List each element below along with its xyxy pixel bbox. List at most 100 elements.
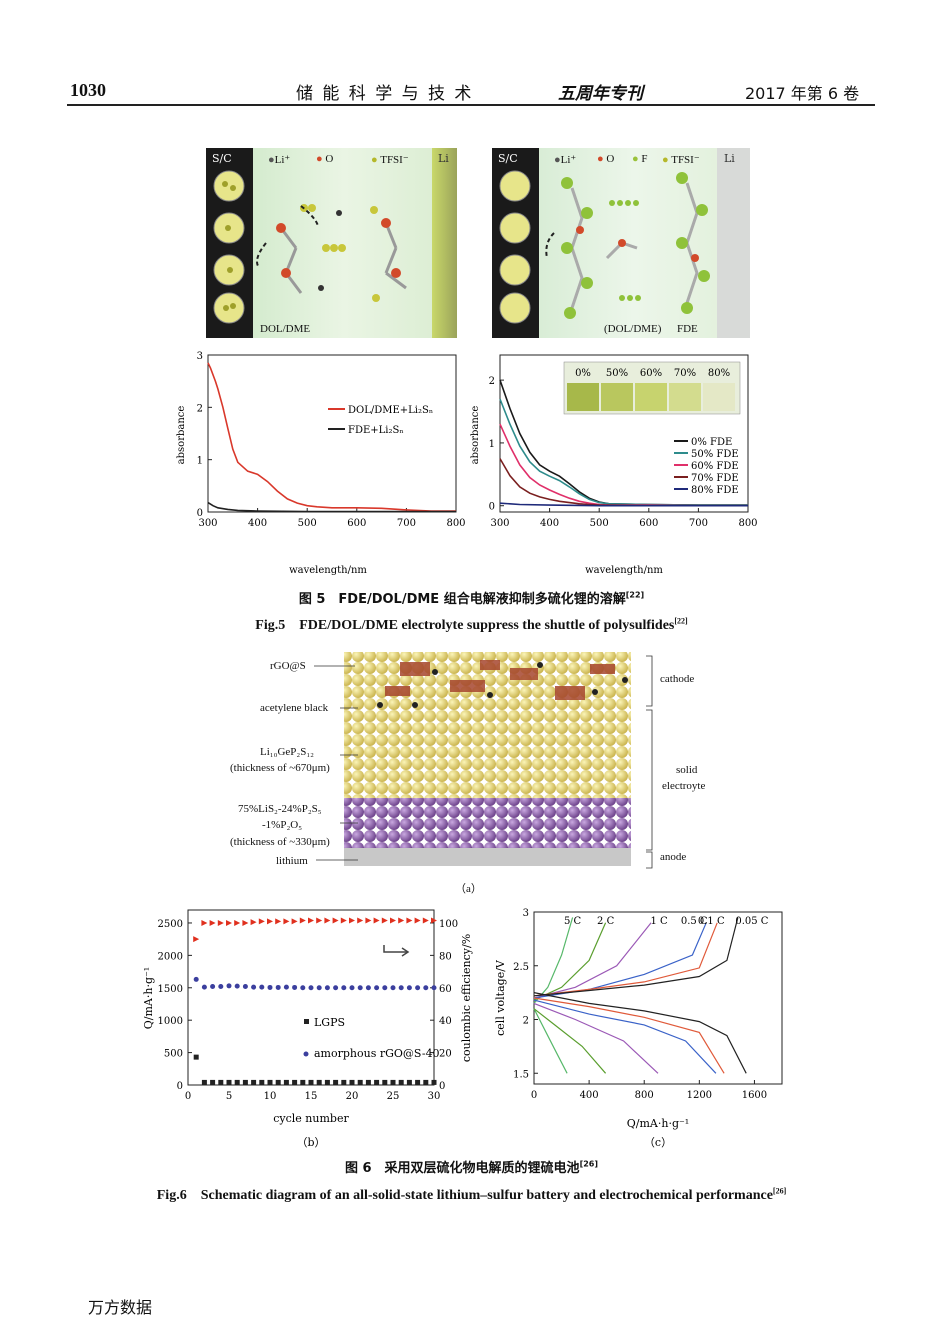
x-tick-label: 20 (346, 1091, 359, 1102)
data-point-lgps (316, 1079, 322, 1085)
fig6b-chart: 0 5 10 15 20 25 300500100015002000250002040608… (142, 909, 473, 1149)
y-tick-label: 3 (197, 351, 203, 362)
data-point-efficiency (258, 918, 265, 925)
data-point-rgo (201, 984, 207, 990)
y-tick-label: 2 (489, 376, 495, 387)
legend-tfsi: ● TFSI⁻ (371, 154, 409, 166)
y-tick-label: 2000 (158, 951, 183, 962)
data-point-efficiency (431, 917, 437, 924)
legend-oxygen: ● O (316, 153, 334, 165)
data-point-efficiency (291, 918, 298, 925)
discharge-curve-0 (533, 1008, 568, 1074)
vial-label: 60% (640, 368, 662, 379)
y-tick-label: 1 (489, 439, 495, 450)
data-point-lgps (423, 1079, 429, 1085)
x-axis-label: wavelength/nm (289, 565, 367, 576)
data-point-rgo (423, 985, 429, 991)
fig6a-battery-schematic (340, 650, 635, 870)
li-electrode-label: Li (438, 152, 449, 165)
discharge-curve-4 (533, 997, 725, 1074)
data-point-efficiency (193, 936, 200, 943)
series-line-1 (499, 398, 748, 506)
vial-photo: 0% 50% 60% 70% 80% (563, 361, 741, 415)
y-tick-label: 1500 (158, 984, 183, 995)
vial-label: 70% (674, 368, 696, 379)
y-axis-label: Q/mA·h·g⁻¹ (142, 967, 155, 1029)
data-point-rgo (193, 976, 199, 982)
x-tick-label: 5 (226, 1091, 232, 1102)
fig5-left-chart: 300 400 500 600 700 800 0 1 2 3 DOL/DME+Li₂Sₙ FDE… (176, 351, 465, 576)
chart-legend: LGPS amorphous rGO@S-40 (303, 1016, 440, 1060)
subfig-b-label: （b） (296, 1136, 325, 1149)
data-point-rgo (251, 984, 257, 990)
data-point-rgo (283, 984, 289, 990)
issue-label: 2017 年第 6 卷 (745, 84, 860, 103)
fig5-caption-cn: 图 5 FDE/DOL/DME 组合电解液抑制多硫化锂的溶解[22] (298, 590, 645, 607)
legend-label: 50% FDE (691, 449, 739, 460)
rate-label: 0.05 C (735, 916, 768, 927)
vial-label: 50% (606, 368, 628, 379)
discharge-curve-5 (533, 992, 747, 1074)
data-point-rgo (365, 985, 371, 991)
data-point-rgo (308, 985, 314, 991)
rate-label: 0.5 C (681, 916, 708, 927)
label-lgps: Li₁₀GeP₂S₁₂ (260, 746, 315, 758)
data-point-efficiency (398, 917, 405, 924)
lithium-electrode (432, 148, 457, 338)
legend-tfsi: ● TFSI⁻ (662, 154, 700, 166)
label-leader-lines (314, 665, 358, 861)
label-glass-2: -1%P₂O₅ (262, 819, 303, 831)
data-point-lgps (390, 1079, 396, 1085)
y-tick-label: 2500 (158, 919, 183, 930)
data-point-efficiency (373, 917, 380, 924)
data-point-rgo (333, 985, 339, 991)
discharge-curve-1 (533, 1008, 607, 1074)
data-point-efficiency (209, 919, 216, 926)
data-point-efficiency (340, 917, 347, 924)
fig6-caption-en: Fig.6 Schematic diagram of an all-solid-… (156, 1186, 787, 1203)
data-point-efficiency (226, 919, 232, 926)
chart-legend: DOL/DME+Li₂Sₙ FDE+Li₂Sₙ (328, 405, 433, 436)
page-number: 1030 (70, 80, 106, 100)
special-issue-badge: 五周年专刊 (558, 84, 643, 104)
legend-label: LGPS (314, 1016, 345, 1029)
data-point-lgps (201, 1079, 207, 1085)
data-point-efficiency (234, 919, 241, 926)
x-tick-label: 10 (264, 1091, 277, 1102)
vial-label: 80% (708, 368, 730, 379)
data-point-lgps (357, 1079, 363, 1085)
data-point-rgo (374, 985, 380, 991)
data-point-rgo (267, 984, 273, 990)
rate-label: 1 C (651, 916, 669, 927)
data-point-lgps (398, 1079, 404, 1085)
y-axis-label: absorbance (176, 406, 187, 465)
data-point-lgps (267, 1079, 273, 1085)
charge-curve-4 (533, 922, 718, 997)
data-point-lgps (415, 1079, 421, 1085)
data-point-lgps (300, 1079, 306, 1085)
y2-tick-label: 80 (439, 951, 452, 962)
x-tick-label: 800 (446, 518, 465, 529)
data-point-lgps (308, 1079, 314, 1085)
y2-tick-label: 40 (439, 1016, 452, 1027)
data-point-rgo (415, 985, 421, 991)
legend-li-ion: ●Li⁺ (554, 154, 577, 166)
data-point-efficiency (357, 917, 364, 924)
legend-label: 60% FDE (691, 461, 739, 472)
y-tick-label: 3 (523, 908, 529, 919)
legend-oxygen: ● O (597, 153, 615, 165)
data-point-efficiency (414, 917, 421, 924)
y-tick-label: 0 (177, 1081, 183, 1092)
data-point-rgo (292, 984, 298, 990)
series-line-1 (207, 501, 456, 513)
x-tick-label: 400 (540, 518, 559, 529)
data-point-lgps (324, 1079, 330, 1085)
y-tick-label: 2.5 (513, 962, 529, 973)
data-point-efficiency (422, 917, 429, 924)
x-axis-label: cycle number (273, 1112, 349, 1125)
data-point-efficiency (267, 918, 273, 925)
data-point-rgo (259, 984, 265, 990)
data-point-lgps (259, 1079, 265, 1085)
rate-label: 2 C (597, 916, 615, 927)
y-tick-label: 0 (197, 508, 203, 519)
